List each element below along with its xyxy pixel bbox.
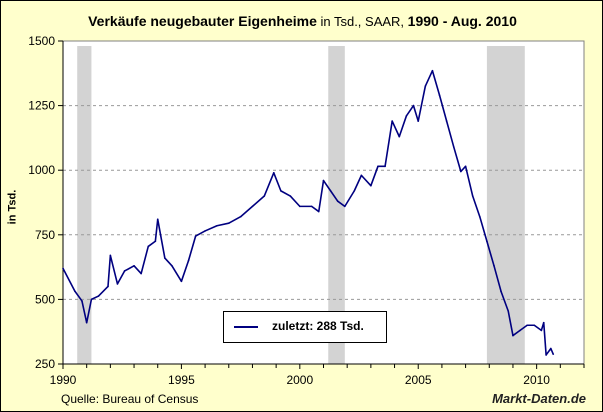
data-point xyxy=(187,259,190,262)
y-tick-label: 1250 xyxy=(28,99,55,113)
source-note: Quelle: Bureau of Census xyxy=(61,392,199,406)
x-tick-label: 2000 xyxy=(286,373,313,387)
legend-line-swatch xyxy=(234,326,258,328)
data-point xyxy=(398,135,401,138)
data-point xyxy=(464,165,467,168)
data-point xyxy=(272,171,275,174)
y-tick-label: 500 xyxy=(35,292,55,306)
data-point xyxy=(552,353,555,355)
data-point xyxy=(493,265,495,267)
y-tick-label: 750 xyxy=(35,228,55,242)
recession-band xyxy=(77,46,92,364)
y-tick-label: 1000 xyxy=(28,163,55,177)
data-point xyxy=(526,324,528,327)
data-point xyxy=(154,240,157,243)
x-tick-label: 1995 xyxy=(168,373,195,387)
data-point xyxy=(452,146,455,148)
data-point xyxy=(533,324,536,327)
data-point xyxy=(156,218,159,221)
data-point xyxy=(391,120,393,122)
data-point xyxy=(405,115,408,117)
data-point xyxy=(310,205,313,208)
data-point xyxy=(123,270,126,272)
data-point xyxy=(133,265,135,267)
data-point xyxy=(431,69,434,72)
data-point xyxy=(344,205,346,208)
data-point xyxy=(438,94,441,97)
x-tick-label: 2005 xyxy=(405,373,432,387)
data-point xyxy=(251,205,254,208)
data-point xyxy=(384,165,386,168)
data-point xyxy=(81,300,83,302)
data-point xyxy=(299,205,301,208)
data-point xyxy=(263,195,266,197)
data-point xyxy=(227,222,230,224)
data-point xyxy=(164,257,166,259)
data-point xyxy=(500,290,502,293)
data-point xyxy=(239,215,242,218)
y-tick-label: 1500 xyxy=(28,34,55,48)
title-main: Verkäufe neugebauter Eigenheime xyxy=(88,13,317,29)
data-point xyxy=(116,283,119,285)
data-point xyxy=(85,321,88,324)
data-point xyxy=(62,267,64,270)
recession-band xyxy=(328,46,345,364)
data-point xyxy=(216,224,218,227)
data-point xyxy=(479,215,481,218)
data-point xyxy=(424,85,427,88)
data-point xyxy=(512,334,514,337)
data-point xyxy=(109,254,112,257)
series-line xyxy=(62,69,554,356)
x-tick-label: 2010 xyxy=(523,373,550,387)
data-point xyxy=(377,165,379,168)
data-point xyxy=(542,321,545,324)
data-point xyxy=(322,179,325,182)
data-point xyxy=(486,240,488,243)
y-tick-label: 250 xyxy=(35,357,55,371)
data-point xyxy=(90,298,93,301)
data-point xyxy=(417,120,420,122)
x-tick-label: 1990 xyxy=(50,373,77,387)
data-point xyxy=(460,170,462,173)
y-axis-label: in Tsd. xyxy=(6,189,19,225)
data-point xyxy=(107,285,109,288)
data-point xyxy=(445,120,448,122)
data-point xyxy=(336,200,339,203)
data-point xyxy=(540,329,543,332)
legend: zuletzt: 288 Tsd. xyxy=(223,311,387,343)
data-point xyxy=(97,295,100,297)
data-point xyxy=(280,190,282,192)
data-point xyxy=(412,104,415,107)
data-point xyxy=(329,190,332,192)
recession-band xyxy=(486,46,525,364)
data-point xyxy=(194,235,197,237)
data-point xyxy=(353,190,356,192)
data-point xyxy=(507,310,510,312)
data-point xyxy=(519,329,521,332)
data-point xyxy=(289,195,292,197)
chart-title: Verkäufe neugebauter Eigenheime in Tsd.,… xyxy=(1,13,602,29)
legend-label: zuletzt: 288 Tsd. xyxy=(272,319,364,333)
title-unit: in Tsd., SAAR, xyxy=(316,14,408,29)
title-range: 1990 - Aug. 2010 xyxy=(407,13,517,29)
data-point xyxy=(550,347,552,350)
data-point xyxy=(140,272,142,275)
data-point xyxy=(471,195,474,197)
data-point xyxy=(204,230,206,232)
data-point xyxy=(147,245,150,248)
data-point xyxy=(360,174,363,177)
data-point xyxy=(171,265,173,267)
data-point xyxy=(317,210,320,213)
data-point xyxy=(180,280,183,283)
data-point xyxy=(370,184,372,187)
data-point xyxy=(74,290,76,292)
brand-logo: Markt-Daten.de xyxy=(492,391,586,406)
data-point xyxy=(545,354,547,356)
